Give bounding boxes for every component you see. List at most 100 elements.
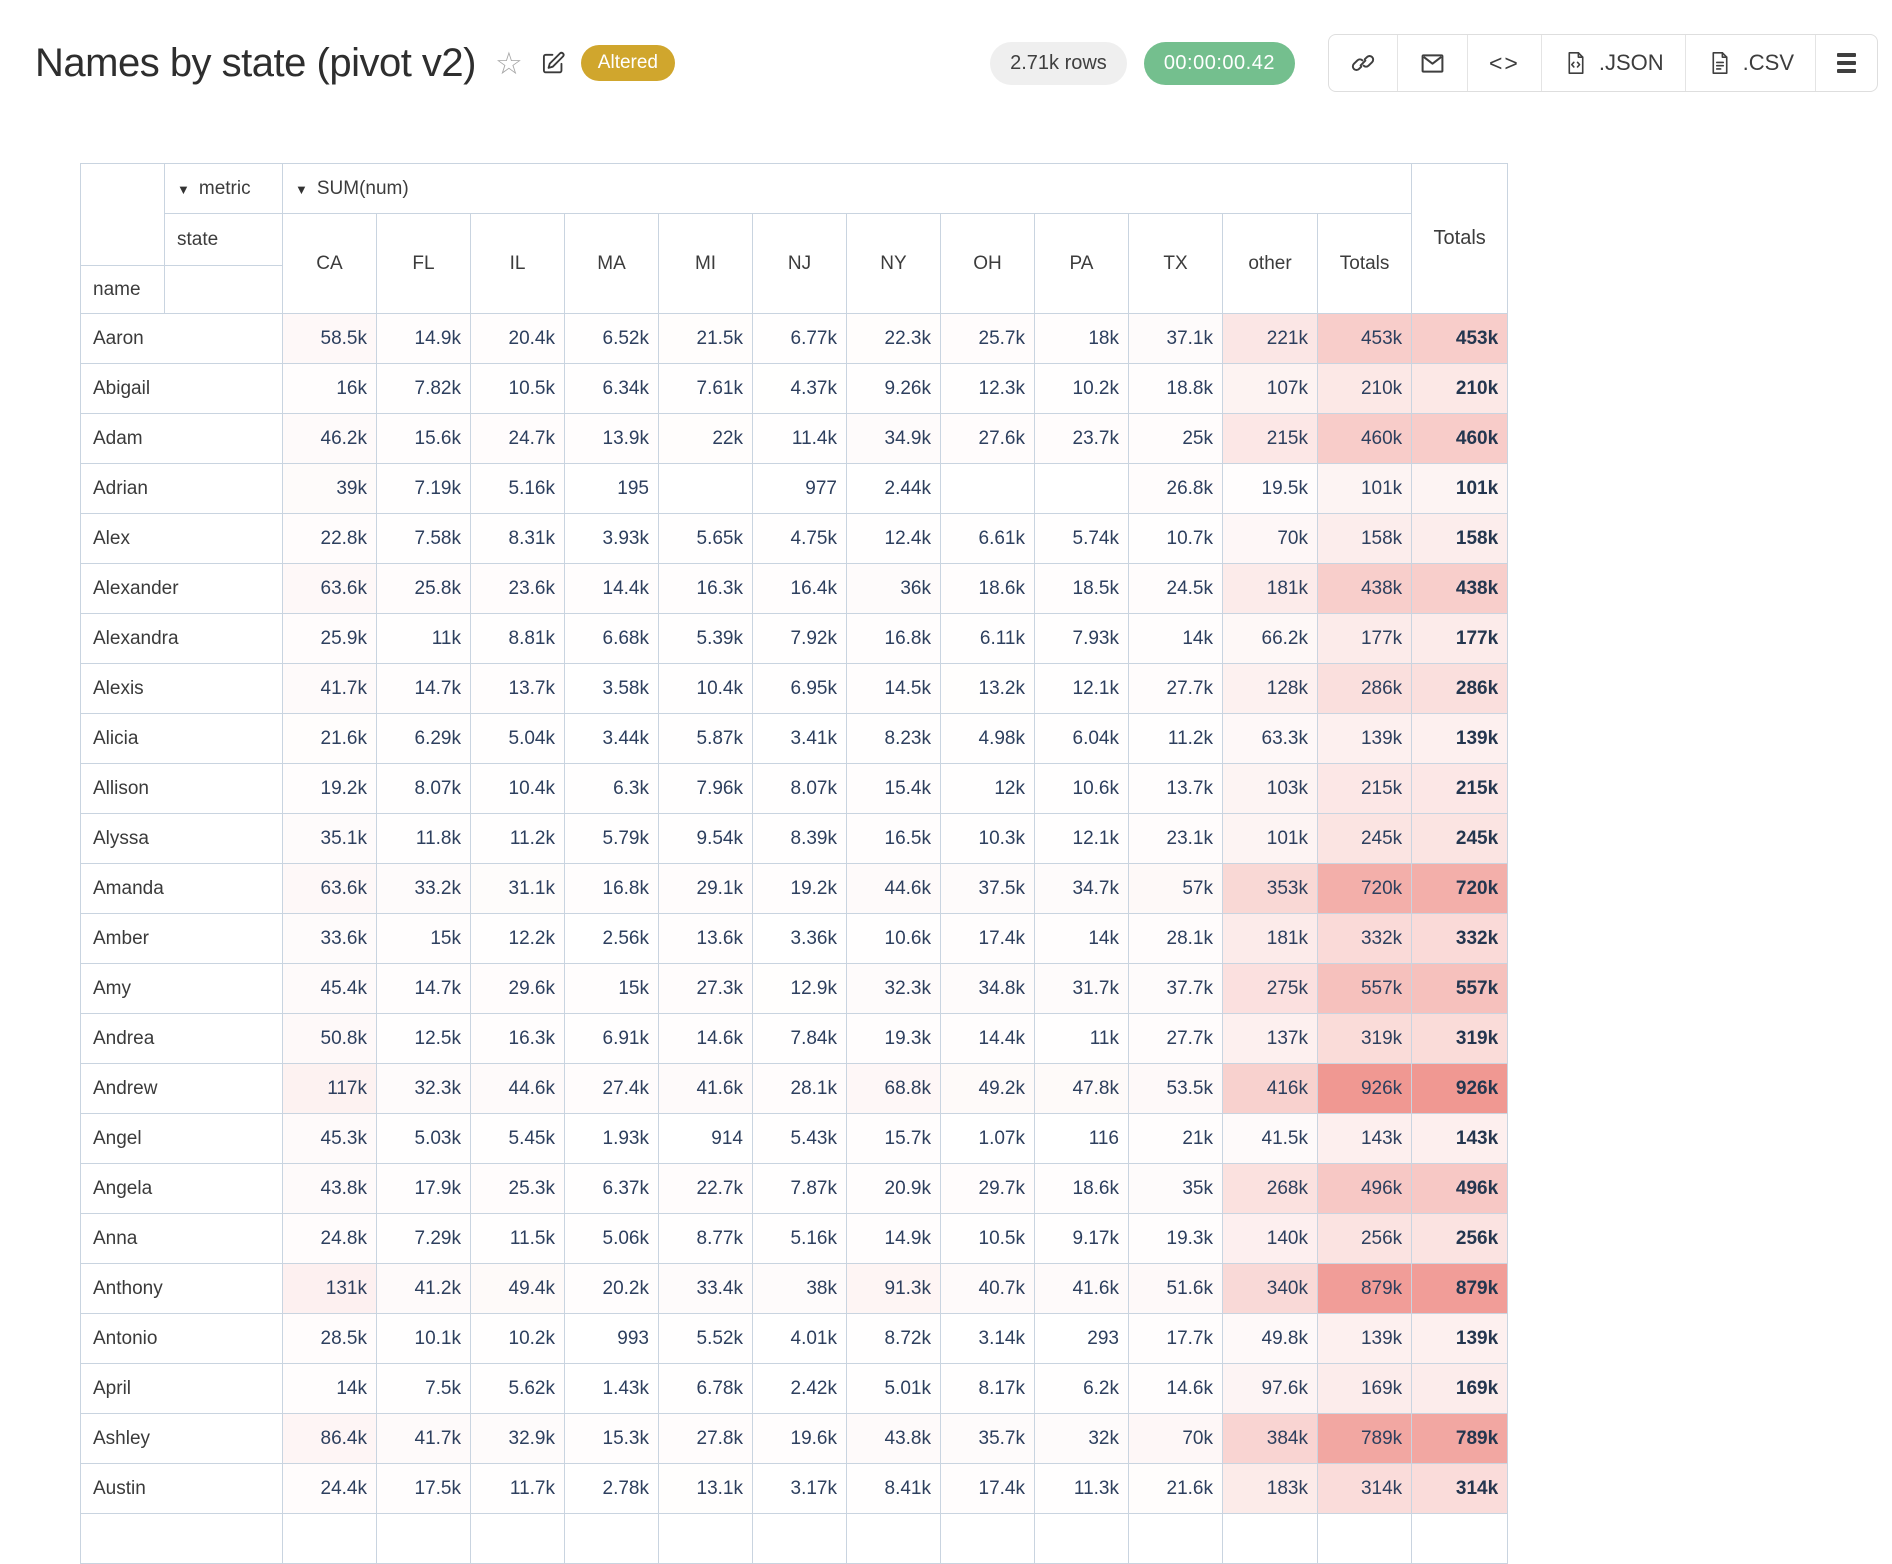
pivot-cell: 49.8k — [1222, 1313, 1318, 1364]
pivot-cell: 14k — [282, 1363, 377, 1414]
pivot-cell: 8.17k — [940, 1363, 1035, 1414]
pivot-cell: 215k — [1316, 763, 1413, 814]
pivot-cell: 7.84k — [752, 1013, 847, 1064]
copy-link-button[interactable] — [1329, 35, 1397, 91]
pivot-cell: 24.7k — [470, 413, 565, 464]
state-axis-label: state — [164, 213, 283, 266]
pivot-cell: 2.78k — [564, 1463, 659, 1514]
pivot-cell: 45.3k — [282, 1113, 377, 1164]
json-file-icon — [1568, 52, 1584, 74]
pivot-cell: 33.4k — [658, 1263, 753, 1314]
more-options-button[interactable] — [1815, 35, 1877, 91]
table-row: Alexis 41.7k 14.7k 13.7k 3.58k 10.4k 6.95k 14.5… — [80, 663, 1509, 714]
pivot-cell: 14.5k — [846, 663, 941, 714]
pivot-cell: 14.6k — [658, 1013, 753, 1064]
row-total-cell: 789k — [1411, 1413, 1509, 1464]
pivot-cell: 143k — [1316, 1113, 1413, 1164]
sum-num-dropdown[interactable]: ▼ SUM(num) — [281, 163, 1413, 214]
pivot-cell: 12.5k — [376, 1013, 471, 1064]
metric-dropdown[interactable]: ▼ metric — [164, 163, 283, 214]
pivot-cell: 8.72k — [846, 1313, 941, 1364]
pivot-cell: 7.87k — [752, 1163, 847, 1214]
column-header-il: IL — [470, 213, 565, 314]
pivot-cell: 19.2k — [282, 763, 377, 814]
row-total-cell: 496k — [1411, 1163, 1509, 1214]
pivot-cell — [282, 1513, 377, 1564]
pivot-cell: 50.8k — [282, 1013, 377, 1064]
pivot-cell: 23.1k — [1128, 813, 1223, 864]
embed-code-button[interactable]: <> — [1466, 35, 1541, 91]
table-row: Amy 45.4k 14.7k 29.6k 15k 27.3k 12.9k 32.3k 34.8… — [80, 963, 1509, 1014]
pivot-cell: 68.8k — [846, 1063, 941, 1114]
column-header-fl: FL — [376, 213, 471, 314]
pivot-cell: 13.1k — [658, 1463, 753, 1514]
row-total-cell: 926k — [1411, 1063, 1509, 1114]
pivot-cell: 169k — [1316, 1363, 1413, 1414]
export-json-button[interactable]: .JSON — [1540, 35, 1685, 91]
column-header-nj: NJ — [752, 213, 847, 314]
pivot-cell: 19.6k — [752, 1413, 847, 1464]
pivot-cell: 6.61k — [940, 513, 1035, 564]
table-row: Andrea 50.8k 12.5k 16.3k 6.91k 14.6k 7.84k 19.3… — [80, 1013, 1509, 1064]
pivot-cell: 10.6k — [1034, 763, 1129, 814]
pivot-cell: 1.43k — [564, 1363, 659, 1414]
json-button-label: .JSON — [1598, 50, 1664, 75]
pivot-cell: 24.5k — [1128, 563, 1223, 614]
pivot-cell: 6.52k — [564, 313, 659, 364]
pivot-cell: 195 — [564, 463, 659, 514]
table-row: Angela 43.8k 17.9k 25.3k 6.37k 22.7k 7.87k 20.9… — [80, 1163, 1509, 1214]
pivot-cell: 314k — [1316, 1463, 1413, 1514]
pivot-cell: 6.68k — [564, 613, 659, 664]
pivot-cell: 35.7k — [940, 1413, 1035, 1464]
pivot-cell: 3.17k — [752, 1463, 847, 1514]
pivot-cell: 6.77k — [752, 313, 847, 364]
pivot-cell — [658, 463, 753, 514]
pivot-cell: 41.6k — [1034, 1263, 1129, 1314]
pivot-cell: 21.6k — [1128, 1463, 1223, 1514]
pivot-cell: 8.39k — [752, 813, 847, 864]
email-button[interactable] — [1396, 35, 1467, 91]
export-csv-button[interactable]: .CSV — [1684, 35, 1815, 91]
pivot-cell: 37.7k — [1128, 963, 1223, 1014]
favorite-star-icon[interactable]: ☆ — [495, 45, 523, 81]
row-total-cell: 314k — [1411, 1463, 1509, 1514]
pivot-cell: 319k — [1316, 1013, 1413, 1064]
pivot-cell: 25.3k — [470, 1163, 565, 1214]
pivot-cell: 1.93k — [564, 1113, 659, 1164]
edit-title-button[interactable] — [540, 50, 566, 76]
row-header: Alyssa — [80, 813, 283, 864]
pivot-cell: 12.2k — [470, 913, 565, 964]
pivot-cell: 926k — [1316, 1063, 1413, 1114]
export-toolbar: <> .JSON .CSV — [1327, 34, 1878, 92]
pivot-cell: 13.9k — [564, 413, 659, 464]
column-header-mi: MI — [658, 213, 753, 314]
pivot-cell: 7.93k — [1034, 613, 1129, 664]
sum-num-label: SUM(num) — [316, 177, 409, 199]
pivot-cell: 6.91k — [564, 1013, 659, 1064]
pivot-cell: 10.5k — [940, 1213, 1035, 1264]
pivot-cell: 29.1k — [658, 863, 753, 914]
table-row: Alyssa 35.1k 11.8k 11.2k 5.79k 9.54k 8.39k 16.5… — [80, 813, 1509, 864]
pivot-cell: 11.3k — [1034, 1463, 1129, 1514]
pivot-cell: 8.77k — [658, 1213, 753, 1264]
pivot-cell: 332k — [1316, 913, 1413, 964]
pivot-cell: 177k — [1316, 613, 1413, 664]
pivot-cell: 5.06k — [564, 1213, 659, 1264]
pivot-cell: 21.5k — [658, 313, 753, 364]
pivot-cell: 86.4k — [282, 1413, 377, 1464]
pivot-cell: 32.3k — [376, 1063, 471, 1114]
table-row-partial — [80, 1513, 1509, 1564]
row-header: Anthony — [80, 1263, 283, 1314]
pivot-cell: 5.74k — [1034, 513, 1129, 564]
pivot-cell: 16.3k — [658, 563, 753, 614]
pivot-cell: 16.8k — [564, 863, 659, 914]
pivot-cell: 11k — [376, 613, 471, 664]
pivot-cell: 7.82k — [376, 363, 471, 414]
table-row: Antonio 28.5k 10.1k 10.2k 993 5.52k 4.01k 8.72k… — [80, 1313, 1509, 1364]
table-row: Anna 24.8k 7.29k 11.5k 5.06k 8.77k 5.16k 14.9k 1… — [80, 1213, 1509, 1264]
pivot-cell — [376, 1513, 471, 1564]
pivot-cell: 9.26k — [846, 363, 941, 414]
pivot-cell: 14.9k — [376, 313, 471, 364]
pivot-cell: 49.4k — [470, 1263, 565, 1314]
pivot-cell: 15k — [564, 963, 659, 1014]
